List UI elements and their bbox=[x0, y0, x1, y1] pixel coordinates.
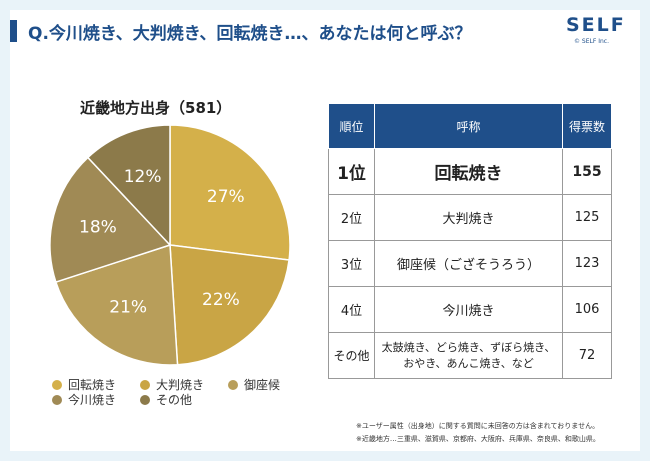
votes-cell: 72 bbox=[562, 332, 612, 379]
rank-cell: 4位 bbox=[328, 286, 375, 333]
votes-cell: 123 bbox=[562, 240, 612, 287]
table-header-row: 順位 呼称 得票数 bbox=[328, 103, 612, 149]
title-accent-bar bbox=[10, 20, 17, 42]
rank-cell: その他 bbox=[328, 332, 375, 379]
legend-swatch bbox=[52, 394, 62, 405]
page-title: Q.今川焼き、大判焼き、回転焼き…、あなたは何と呼ぶ？ bbox=[28, 24, 472, 44]
header-rank: 順位 bbox=[328, 103, 375, 149]
votes-cell: 125 bbox=[562, 194, 612, 241]
legend-item: その他 bbox=[140, 391, 192, 408]
self-logo: SELF bbox=[566, 14, 626, 36]
legend-label: その他 bbox=[156, 393, 193, 407]
legend-item: 回転焼き bbox=[52, 376, 116, 393]
chart-title: 近畿地方出身（581） bbox=[80, 99, 232, 117]
rank-cell: 3位 bbox=[328, 240, 375, 287]
ranking-table: 順位 呼称 得票数 1位 回転焼き 155 2位 大判焼き 125 3位 御座候… bbox=[328, 103, 612, 379]
votes-cell: 155 bbox=[562, 148, 612, 195]
rank-cell: 2位 bbox=[328, 194, 375, 241]
slice-data-label: 18% bbox=[79, 217, 117, 237]
header-votes: 得票数 bbox=[562, 103, 612, 149]
slice-data-label: 21% bbox=[109, 298, 147, 318]
name-cell: 太鼓焼き、どら焼き、ずぼら焼き、 おやき、あんこ焼き、など bbox=[374, 332, 563, 379]
table-row: 2位 大判焼き 125 bbox=[328, 194, 612, 241]
footnote: ※近畿地方…三重県、滋賀県、京都府、大阪府、兵庫県、奈良県、和歌山県。 bbox=[356, 435, 600, 443]
footnote: ※ユーザー属性（出身地）に関する質問に未回答の方は含まれておりません。 bbox=[356, 422, 600, 430]
pie-slice bbox=[169, 124, 291, 261]
legend-swatch bbox=[228, 379, 238, 390]
votes-cell: 106 bbox=[562, 286, 612, 333]
pie-chart: 27% 22% 21% 18% 12% bbox=[49, 124, 291, 366]
name-cell: 大判焼き bbox=[374, 194, 563, 241]
legend-label: 御座候 bbox=[244, 378, 281, 392]
legend-item: 御座候 bbox=[228, 376, 280, 393]
name-cell: 今川焼き bbox=[374, 286, 563, 333]
legend-swatch bbox=[52, 379, 62, 390]
pie-slice bbox=[169, 244, 290, 366]
slice-data-label: 12% bbox=[124, 167, 162, 187]
legend-item: 大判焼き bbox=[140, 376, 204, 393]
table-row: 1位 回転焼き 155 bbox=[328, 148, 612, 195]
table-row: 4位 今川焼き 106 bbox=[328, 286, 612, 333]
name-line: 太鼓焼き、どら焼き、ずぼら焼き、 bbox=[381, 340, 556, 354]
legend-label: 回転焼き bbox=[68, 378, 117, 392]
name-line: おやき、あんこ焼き、など bbox=[403, 356, 534, 370]
pie-slice bbox=[54, 243, 179, 366]
pie-slice bbox=[49, 156, 172, 284]
pie-slice bbox=[86, 124, 171, 247]
legend-label: 大判焼き bbox=[156, 378, 205, 392]
rank-cell: 1位 bbox=[328, 148, 375, 195]
logo-copyright: © SELF Inc. bbox=[574, 38, 609, 45]
table-row: 3位 御座候（ござそうろう） 123 bbox=[328, 240, 612, 287]
legend-item: 今川焼き bbox=[52, 391, 116, 408]
table-row: その他 太鼓焼き、どら焼き、ずぼら焼き、 おやき、あんこ焼き、など 72 bbox=[328, 332, 612, 379]
name-cell: 回転焼き bbox=[374, 148, 563, 195]
slice-data-label: 27% bbox=[207, 187, 245, 207]
legend-swatch bbox=[140, 379, 150, 390]
header-name: 呼称 bbox=[374, 103, 563, 149]
legend-label: 今川焼き bbox=[68, 393, 117, 407]
slice-data-label: 22% bbox=[202, 290, 240, 310]
legend-swatch bbox=[140, 394, 150, 405]
name-cell: 御座候（ござそうろう） bbox=[374, 240, 563, 287]
